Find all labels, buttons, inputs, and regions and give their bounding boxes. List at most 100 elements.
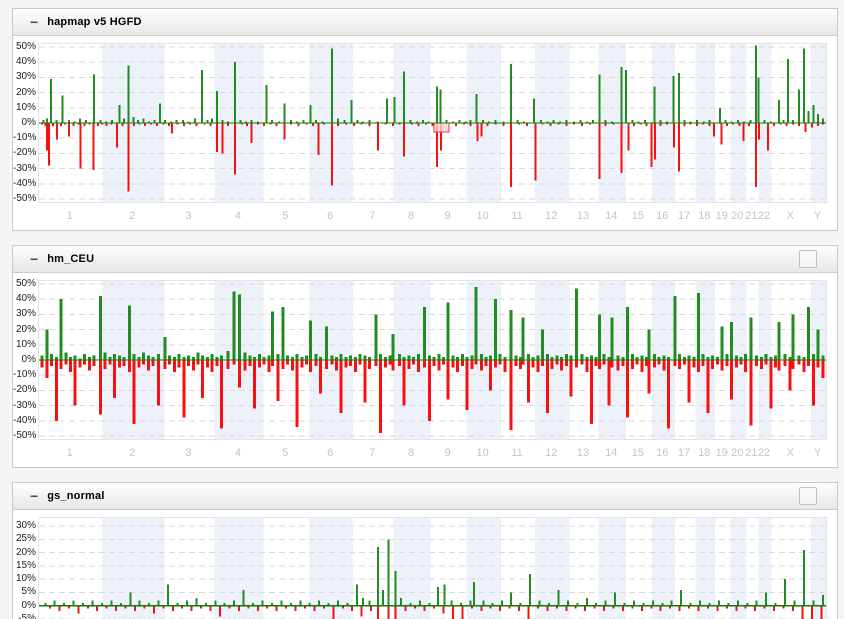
panel-hm-ceu: − hm_CEU 50% 40% 30% 20% 10% 0% -10% -20% -30% -4… <box>12 245 838 468</box>
chromosome-label: 11 <box>511 447 523 459</box>
chromosome-label: 10 <box>476 447 489 459</box>
y-axis-tick-label: -50% <box>13 429 37 441</box>
panel-option-checkbox[interactable] <box>799 487 817 505</box>
chromosome-label: 21 <box>745 210 758 222</box>
chromosome-label: 14 <box>605 447 618 459</box>
y-axis-tick-label: 15% <box>15 559 36 571</box>
y-axis-tick-label: 50% <box>15 41 36 53</box>
chromosome-label: 22 <box>757 447 771 459</box>
chromosome-label: 13 <box>576 447 590 459</box>
y-axis-tick-label: -10% <box>13 369 37 381</box>
panel-title: hm_CEU <box>47 253 95 265</box>
chromosome-label: 4 <box>234 210 242 222</box>
chromosome-label: 2 <box>129 210 136 222</box>
chromosome-label: 18 <box>698 210 711 222</box>
panel-title: hapmap v5 HGFD <box>47 16 142 28</box>
chromosome-label: 22 <box>757 210 771 222</box>
chart-canvas[interactable] <box>38 280 827 440</box>
cnv-chart-hapmap[interactable]: 50% 40% 30% 20% 10% 0% -10% -20% -30% -40% -50% <box>13 41 827 204</box>
y-axis-tick-label: 0% <box>21 354 36 365</box>
chromosome-label: 7 <box>369 447 376 459</box>
y-axis-tick-label: 40% <box>15 293 36 305</box>
chromosome-label: 14 <box>605 210 618 222</box>
chromosome-label: 16 <box>656 210 669 222</box>
y-axis-tick-label: -50% <box>13 192 37 204</box>
chromosome-label: 5 <box>282 447 289 459</box>
panel-body: 30%25%20%15%10%5%0%-5% 12345678910111213… <box>13 510 837 619</box>
y-axis-tick-label: 10% <box>15 101 36 113</box>
chromosome-label: 13 <box>576 210 590 222</box>
chromosome-label: 8 <box>407 210 415 222</box>
collapse-button[interactable]: − <box>30 251 39 267</box>
chromosome-label: 15 <box>631 210 644 222</box>
y-axis-tick-label: 30% <box>15 71 36 83</box>
panel-gs-normal: − gs_normal 30%25%20%15%10%5%0%-5% 12345… <box>12 482 838 619</box>
collapse-button[interactable]: − <box>30 488 39 504</box>
cnv-chart-hm-ceu[interactable]: 50% 40% 30% 20% 10% 0% -10% -20% -30% -40% -50% <box>13 278 827 441</box>
chromosome-label: 11 <box>511 210 523 222</box>
panel-option-checkbox[interactable] <box>799 250 817 268</box>
y-axis-tick-label: -40% <box>13 414 37 426</box>
chromosome-label: 12 <box>545 447 558 459</box>
y-axis-tick-label: -20% <box>13 384 37 396</box>
chromosome-label: 17 <box>677 447 691 459</box>
y-axis-tick-label: 25% <box>15 533 36 545</box>
chromosome-label: X <box>786 447 794 459</box>
y-axis-tick-label: 40% <box>15 56 36 68</box>
cnv-chart-gs-normal[interactable]: 30% 25% 20% 15% 10% 5% 0% -5% <box>16 517 827 619</box>
y-axis-tick-label: 5% <box>21 586 36 598</box>
chromosome-label: 1 <box>66 210 73 222</box>
chromosome-label: 6 <box>327 447 334 459</box>
collapse-button[interactable]: − <box>30 14 39 30</box>
chromosome-label: 20 <box>731 210 744 222</box>
chromosome-label: 4 <box>234 447 242 459</box>
chromosome-label: 6 <box>327 210 334 222</box>
y-axis-tick-label: 30% <box>15 308 36 320</box>
chromosome-label: 21 <box>745 447 758 459</box>
chromosome-label: 12 <box>545 210 558 222</box>
chromosome-label: 18 <box>698 447 711 459</box>
chromosome-axis: 1 2 3 4 5 6 7 8 9 10 11 12 13 14 15 16 17 18 19 20 21 22 X Y <box>38 440 825 463</box>
chart-canvas[interactable] <box>38 517 827 619</box>
y-axis-tick-label: 20% <box>15 546 36 558</box>
y-axis-tick-label: -30% <box>13 162 37 174</box>
chromosome-label: 9 <box>444 447 451 459</box>
chromosome-label: 7 <box>369 210 376 222</box>
chromosome-label: 9 <box>444 210 451 222</box>
chromosome-label: 8 <box>407 447 415 459</box>
panel-header: − gs_normal <box>13 483 837 510</box>
panel-header: − hapmap v5 HGFD <box>13 9 837 36</box>
y-axis-tick-label: 50% <box>15 278 36 290</box>
chromosome-label: 1 <box>66 447 73 459</box>
y-axis-tick-label: -40% <box>13 177 37 189</box>
y-axis-tick-label: 20% <box>15 86 36 98</box>
chromosome-label: 19 <box>715 210 728 222</box>
chart-canvas[interactable] <box>38 43 827 203</box>
chromosome-label: 20 <box>731 447 744 459</box>
chromosome-label: 3 <box>185 210 192 222</box>
y-axis-tick-label: 10% <box>15 573 36 585</box>
y-axis-tick-label: 10% <box>15 338 36 350</box>
chromosome-label: Y <box>813 210 822 222</box>
y-axis-tick-label: 20% <box>15 323 36 335</box>
chromosome-label: 15 <box>631 447 644 459</box>
chromosome-label: 19 <box>715 447 728 459</box>
chromosome-label: 3 <box>185 447 192 459</box>
chromosome-label: 10 <box>476 210 489 222</box>
y-axis-tick-label: 0% <box>21 117 36 128</box>
panel-title: gs_normal <box>47 490 105 502</box>
y-axis-tick-label: -10% <box>13 132 37 144</box>
y-axis-tick-label: 0% <box>21 599 36 611</box>
chromosome-label: Y <box>813 447 822 459</box>
chromosome-label: 17 <box>677 210 691 222</box>
y-axis-tick-label: -5% <box>18 613 36 619</box>
y-axis-tick-label: -20% <box>13 147 37 159</box>
chromosome-label: 16 <box>656 447 669 459</box>
panel-header: − hm_CEU <box>13 246 837 273</box>
chromosome-label: 5 <box>282 210 289 222</box>
y-axis-tick-label: 30% <box>15 519 36 531</box>
chromosome-label: X <box>786 210 794 222</box>
chromosome-label: 2 <box>129 447 136 459</box>
